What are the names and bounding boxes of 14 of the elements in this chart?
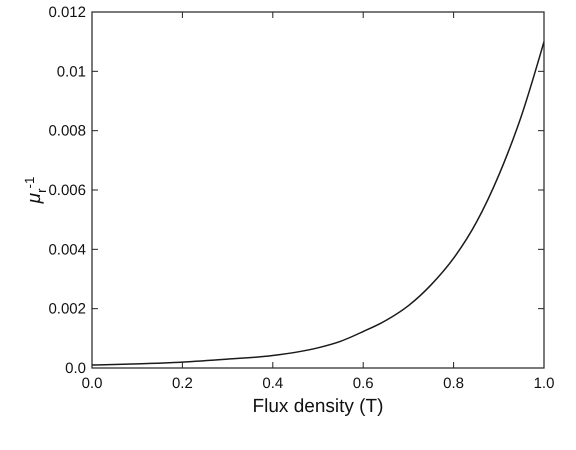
y-tick-label: 0.002: [48, 300, 86, 318]
x-tick-label: 0.4: [262, 375, 284, 392]
x-tick-label: 0.2: [172, 375, 193, 392]
y-tick-label: 0.004: [48, 241, 86, 258]
x-tick-label: 0.8: [443, 375, 464, 392]
x-tick-label: 0.6: [352, 375, 374, 392]
y-tick-label: 0.006: [48, 182, 86, 199]
y-tick-label: 0.0: [65, 360, 86, 377]
x-tick-label: 1.0: [534, 375, 554, 392]
y-tick-label: 0.012: [48, 4, 86, 21]
y-tick-label: 0.01: [56, 63, 86, 80]
x-axis-title: Flux density (T): [252, 396, 384, 417]
y-tick-label: 0.008: [48, 122, 86, 140]
x-tick-label: 0.0: [82, 375, 102, 392]
